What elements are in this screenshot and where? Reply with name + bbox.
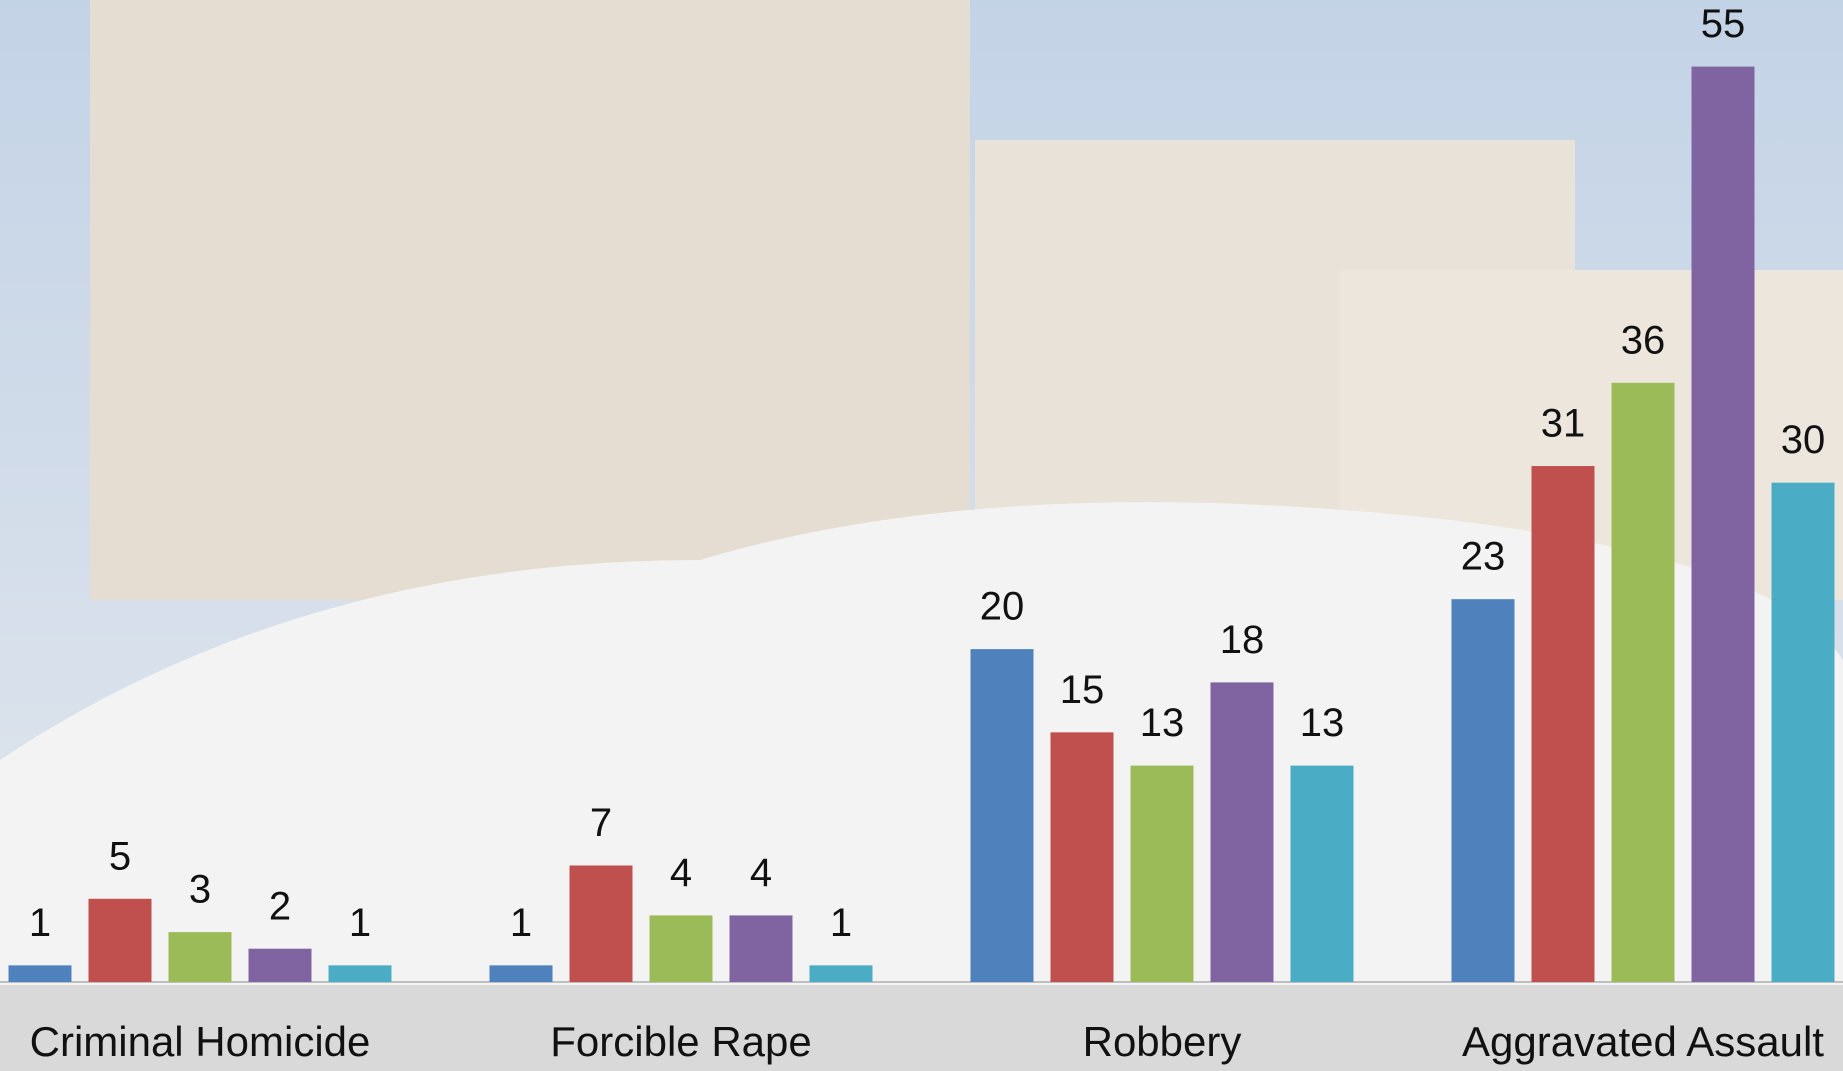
bar <box>730 915 793 982</box>
value-label: 20 <box>980 585 1025 629</box>
bar <box>89 899 152 982</box>
x-tick-label: Forcible Rape <box>550 1018 811 1065</box>
bar <box>1612 383 1675 982</box>
bar <box>1051 732 1114 982</box>
bar <box>9 965 72 982</box>
value-label: 1 <box>510 901 532 945</box>
value-label: 55 <box>1701 2 1746 46</box>
value-label: 15 <box>1060 668 1105 712</box>
value-label: 4 <box>750 851 772 895</box>
bar <box>490 965 553 982</box>
bar <box>810 965 873 982</box>
bar <box>1131 766 1194 982</box>
chart: Criminal Homicide15321Forcible Rape17441… <box>0 0 1843 1071</box>
value-label: 4 <box>670 851 692 895</box>
value-label: 23 <box>1461 535 1506 579</box>
bar <box>1772 483 1835 982</box>
value-label: 1 <box>830 901 852 945</box>
value-label: 36 <box>1621 318 1666 362</box>
bar <box>570 865 633 982</box>
bar <box>1692 67 1755 982</box>
bar <box>650 915 713 982</box>
x-tick-label: Aggravated Assault <box>1462 1018 1824 1065</box>
value-label: 3 <box>189 868 211 912</box>
bar <box>1532 466 1595 982</box>
x-tick-label: Criminal Homicide <box>30 1018 371 1065</box>
value-label: 1 <box>29 901 51 945</box>
bar <box>1211 682 1274 982</box>
bar <box>169 932 232 982</box>
value-label: 2 <box>269 884 291 928</box>
value-label: 31 <box>1541 402 1586 446</box>
value-label: 7 <box>590 801 612 845</box>
value-label: 18 <box>1220 618 1265 662</box>
value-label: 13 <box>1300 701 1345 745</box>
bar <box>1452 599 1515 982</box>
building <box>90 0 970 600</box>
bar <box>329 965 392 982</box>
bar <box>249 949 312 982</box>
bar <box>1291 766 1354 982</box>
value-label: 5 <box>109 834 131 878</box>
value-label: 1 <box>349 901 371 945</box>
x-tick-label: Robbery <box>1083 1018 1242 1065</box>
bar <box>971 649 1034 982</box>
value-label: 13 <box>1140 701 1185 745</box>
value-label: 30 <box>1781 418 1826 462</box>
